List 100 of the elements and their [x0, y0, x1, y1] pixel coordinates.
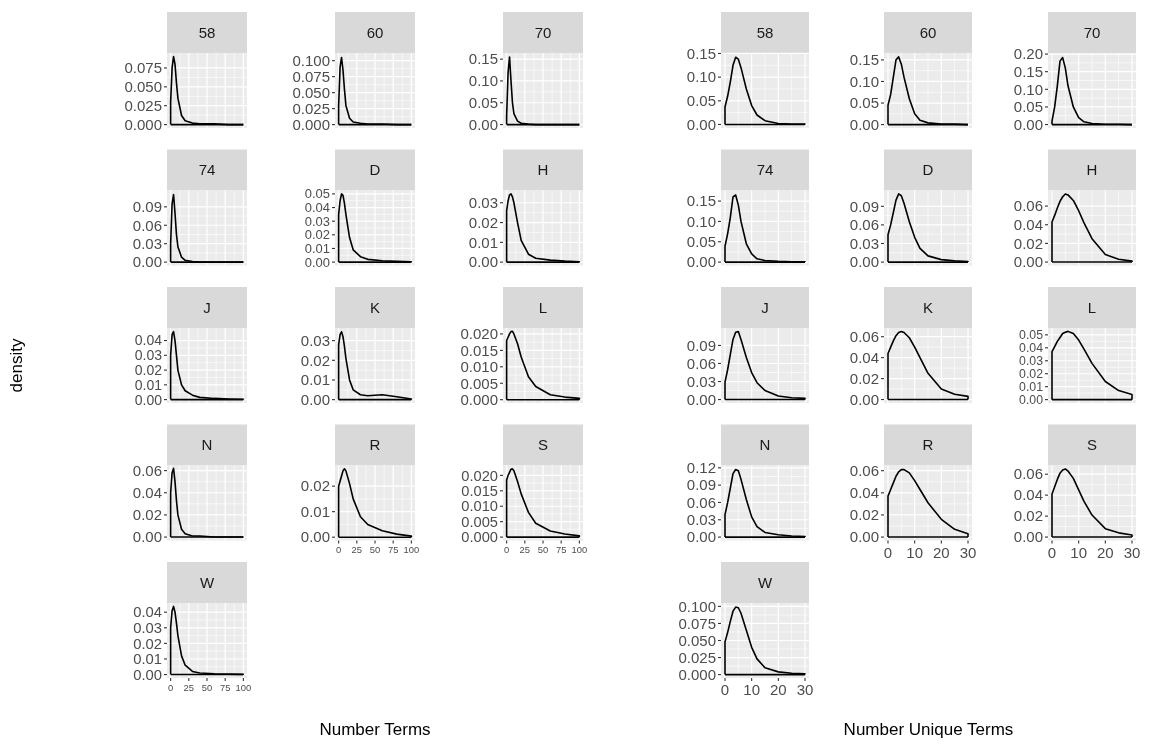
chart-title: H	[1086, 161, 1098, 178]
x-tick-label: 0	[1047, 543, 1057, 561]
chart-title: J	[203, 298, 211, 316]
y-tick-label: 0.10	[849, 72, 879, 90]
y-tick-label: 0.04	[1013, 215, 1043, 233]
y-tick-label: 0.000	[678, 665, 716, 683]
chart-title: D	[369, 161, 381, 178]
chart-title: 60	[919, 23, 937, 41]
y-tick-label: 0.03	[849, 234, 879, 252]
y-tick-label: 0.005	[461, 513, 498, 530]
y-tick-label: 0.01	[1019, 379, 1044, 394]
x-tick-label: 10	[743, 681, 761, 698]
y-tick-label: 0.03	[468, 194, 498, 212]
y-tick-label: 0.05	[686, 233, 716, 250]
y-tick-label: 0.00	[134, 391, 163, 408]
x-tick-label: 0	[168, 681, 174, 693]
y-tick-label: 0.01	[133, 651, 162, 668]
y-tick-label: 0.02	[468, 213, 498, 231]
chart-title: 60	[366, 23, 384, 41]
y-tick-label: 0.00	[468, 115, 498, 133]
y-tick-label: 0.09	[686, 336, 716, 354]
y-tick-label: 0.00	[133, 666, 162, 683]
y-tick-label: 0.15	[1013, 62, 1043, 80]
y-tick-label: 0.03	[304, 213, 330, 229]
y-tick-label: 0.020	[460, 325, 498, 343]
chart-title: N	[759, 436, 771, 453]
y-tick-label: 0.00	[132, 253, 162, 271]
chart-title: W	[757, 573, 773, 591]
y-tick-label: 0.02	[849, 506, 879, 524]
y-tick-label: 0.03	[133, 619, 162, 636]
y-tick-label: 0.05	[849, 94, 879, 112]
y-tick-label: 0.010	[461, 498, 498, 515]
y-tick-label: 0.15	[468, 50, 498, 68]
y-tick-label: 0.02	[1019, 367, 1044, 382]
y-tick-label: 0.01	[134, 376, 163, 393]
x-tick-label: 10	[906, 543, 924, 561]
y-tick-label: 0.10	[686, 68, 716, 86]
y-tick-label: 0.00	[300, 390, 330, 408]
y-tick-label: 0.04	[849, 348, 879, 366]
x-tick-label: 100	[235, 681, 252, 693]
x-tick-label: 0	[504, 544, 510, 556]
y-tick-label: 0.015	[461, 482, 498, 499]
y-tick-label: 0.10	[468, 72, 498, 90]
y-tick-label: 0.04	[132, 484, 162, 501]
y-tick-label: 0.03	[686, 511, 716, 529]
y-tick-label: 0.000	[124, 115, 162, 133]
y-tick-label: 0.01	[468, 233, 498, 251]
chart-title: 70	[534, 23, 552, 41]
y-tick-label: 0.00	[1013, 528, 1043, 546]
y-tick-label: 0.00	[849, 390, 879, 408]
y-tick-label: 0.00	[686, 390, 716, 408]
y-tick-label: 0.09	[686, 476, 716, 494]
y-tick-label: 0.100	[292, 51, 330, 69]
y-tick-label: 0.04	[1013, 486, 1043, 504]
y-tick-label: 0.02	[134, 361, 163, 378]
chart-title: H	[537, 161, 549, 178]
y-tick-label: 0.000	[460, 390, 498, 408]
y-tick-label: 0.04	[134, 332, 163, 349]
y-tick-label: 0.00	[686, 528, 716, 546]
y-tick-label: 0.00	[132, 528, 162, 546]
y-tick-label: 0.01	[300, 371, 330, 389]
y-tick-label: 0.010	[460, 358, 498, 376]
y-tick-label: 0.06	[849, 216, 879, 234]
x-tick-label: 30	[959, 543, 977, 561]
x-tick-label: 100	[403, 544, 420, 556]
y-tick-label: 0.050	[292, 83, 330, 101]
x-tick-label: 75	[387, 544, 399, 556]
chart-title: 70	[1083, 23, 1101, 41]
y-tick-label: 0.06	[1013, 465, 1043, 483]
y-tick-label: 0.10	[686, 212, 716, 230]
y-tick-label: 0.04	[849, 484, 879, 502]
y-tick-label: 0.02	[133, 635, 162, 652]
chart-title: R	[369, 436, 381, 453]
y-tick-label: 0.02	[849, 369, 879, 387]
y-tick-label: 0.00	[849, 253, 879, 271]
y-tick-label: 0.05	[686, 92, 716, 110]
y-tick-label: 0.04	[1019, 341, 1044, 356]
y-tick-label: 0.075	[678, 614, 716, 632]
y-tick-label: 0.00	[1013, 253, 1043, 271]
y-tick-label: 0.04	[133, 604, 162, 621]
y-tick-label: 0.06	[849, 327, 879, 345]
y-tick-label: 0.100	[678, 597, 716, 615]
y-tick-label: 0.05	[468, 94, 498, 112]
y-tick-label: 0.000	[292, 115, 330, 133]
x-tick-label: 10	[1070, 543, 1088, 561]
y-tick-label: 0.075	[292, 67, 330, 85]
x-tick-label: 20	[769, 681, 787, 698]
x-tick-label: 100	[571, 544, 588, 556]
y-tick-label: 0.005	[460, 374, 498, 392]
y-tick-label: 0.02	[1013, 507, 1043, 525]
y-tick-label: 0.015	[460, 341, 498, 359]
y-tick-label: 0.02	[132, 506, 162, 524]
y-tick-label: 0.00	[304, 254, 330, 270]
y-tick-label: 0.00	[849, 115, 879, 133]
y-tick-label: 0.09	[849, 197, 879, 215]
y-tick-label: 0.01	[300, 502, 330, 520]
y-tick-label: 0.06	[849, 461, 879, 479]
y-tick-label: 0.15	[686, 192, 716, 210]
y-tick-label: 0.025	[292, 99, 330, 117]
y-tick-label: 0.00	[849, 528, 879, 546]
